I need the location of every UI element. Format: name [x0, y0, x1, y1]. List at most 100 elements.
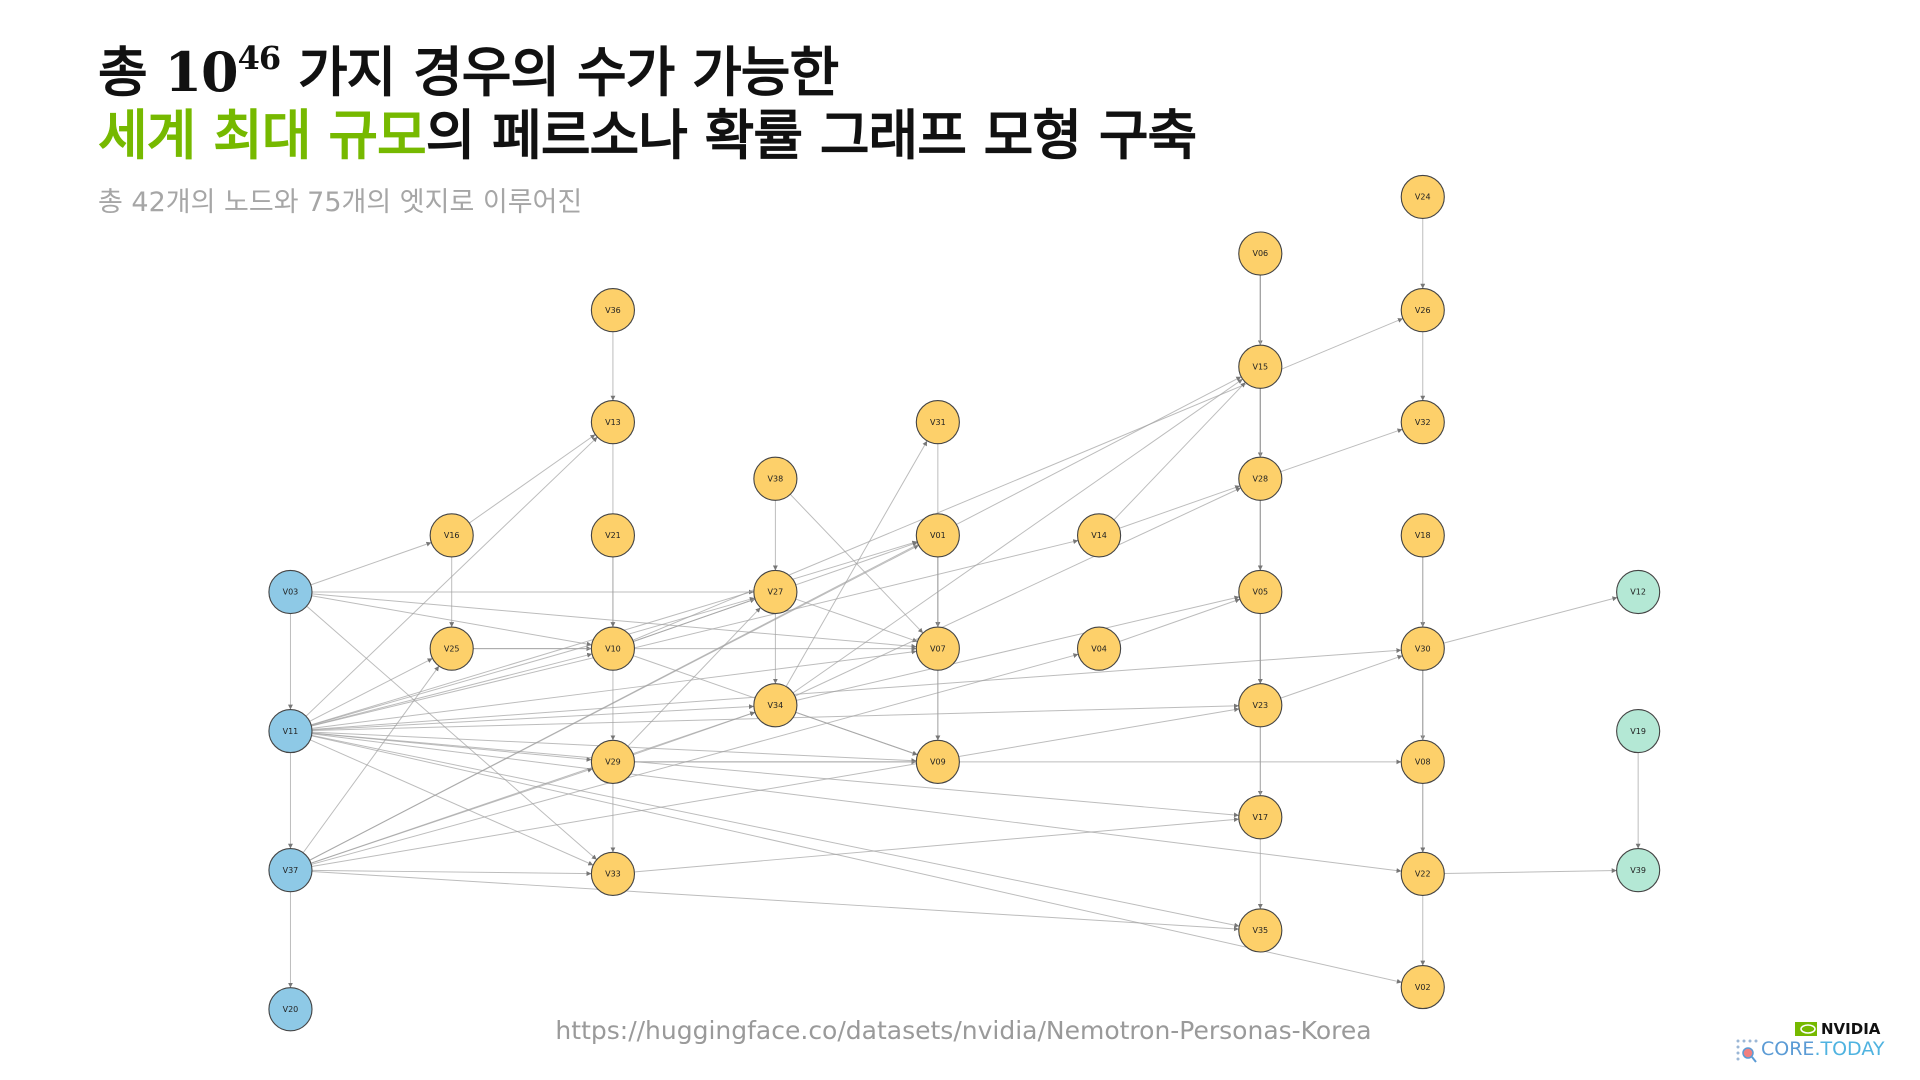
node-V10: V10 [590, 626, 636, 671]
node-circle [915, 400, 960, 445]
node-label: V19 [1630, 727, 1646, 736]
node-circle [1616, 848, 1661, 893]
edge-V16-V13 [469, 434, 596, 524]
edge-V11-V17 [311, 732, 1239, 818]
node-label: V11 [283, 727, 299, 736]
edge-V11-V34 [311, 704, 754, 731]
title-line-2: 세계 최대 규모의 페르소나 확률 그래프 모형 구축 [98, 104, 1197, 168]
node-circle [1400, 400, 1445, 445]
node-circle [1616, 708, 1661, 754]
edge-V11-V14 [311, 539, 1079, 727]
node-label: V12 [1630, 588, 1646, 597]
node-V37: V37 [268, 848, 313, 893]
node-label: V32 [1415, 418, 1431, 427]
node-label: V20 [283, 1005, 299, 1014]
node-circle [429, 513, 474, 558]
node-label: V02 [1415, 983, 1431, 992]
edge-V37-V34 [310, 711, 756, 864]
node-V39: V39 [1616, 848, 1661, 893]
node-label: V16 [444, 531, 460, 540]
node-label: V18 [1415, 531, 1431, 540]
node-label: V06 [1252, 249, 1268, 258]
node-V03: V03 [268, 569, 313, 615]
node-V02: V02 [1400, 964, 1445, 1010]
node-circle [1238, 683, 1283, 728]
node-label: V07 [930, 644, 946, 653]
node-V28: V28 [1238, 456, 1283, 501]
edge-V14-V15 [1113, 381, 1246, 521]
node-V09: V09 [915, 739, 960, 784]
edge-V23-V30 [1280, 654, 1403, 699]
node-V11: V11 [268, 708, 313, 754]
node-V07: V07 [915, 626, 960, 671]
node-label: V08 [1415, 758, 1431, 767]
edge-V37-V33 [311, 869, 592, 877]
node-label: V31 [930, 418, 946, 427]
edge-V11-V27 [311, 596, 755, 726]
edge-V11-V07 [311, 649, 917, 729]
node-circle [590, 626, 636, 671]
node-V32: V32 [1400, 400, 1445, 445]
node-label: V21 [605, 531, 621, 540]
node-circle [1400, 739, 1445, 784]
node-label: V13 [605, 418, 621, 427]
node-circle [268, 569, 313, 615]
node-circle [753, 683, 798, 728]
node-label: V03 [283, 588, 299, 597]
node-circle [915, 739, 960, 784]
node-V29: V29 [590, 739, 636, 784]
edge-V11-V10 [311, 652, 593, 727]
node-circle [915, 626, 960, 671]
node-V22: V22 [1400, 851, 1445, 896]
node-circle [1400, 851, 1445, 896]
node-circle [590, 513, 636, 558]
node-circle [268, 987, 313, 1032]
node-V14: V14 [1076, 513, 1122, 558]
node-label: V23 [1252, 701, 1268, 710]
node-label: V22 [1415, 870, 1431, 879]
edge-V11-V25 [309, 657, 433, 722]
node-circle [753, 569, 798, 615]
edge-V11-V22 [311, 733, 1402, 873]
logo: NVIDIA CORE.TODAY [1735, 1020, 1915, 1070]
node-V16: V16 [429, 513, 474, 558]
node-layer: V03 V11 V37 V20 V16 V25 V36 V13 V21 V10 V29 V33 V38 V… [268, 174, 1661, 1032]
node-label: V35 [1252, 926, 1268, 935]
edge-V11-V02 [311, 735, 1402, 984]
node-label: V39 [1630, 866, 1646, 875]
title-base: 10 [164, 40, 238, 104]
node-V31: V31 [915, 400, 960, 445]
node-circle [1400, 964, 1445, 1010]
node-label: V25 [444, 644, 460, 653]
nvidia-wordmark: NVIDIA [1821, 1020, 1881, 1038]
title-highlight: 세계 최대 규모 [98, 104, 427, 167]
node-circle [1238, 344, 1283, 389]
node-V15: V15 [1238, 344, 1283, 389]
nvidia-eye-icon [1795, 1022, 1817, 1036]
edge-V04-V05 [1119, 598, 1241, 642]
node-circle [1616, 569, 1661, 615]
source-url[interactable]: https://huggingface.co/datasets/nvidia/N… [555, 1016, 1372, 1045]
node-label: V38 [768, 474, 784, 483]
node-V27: V27 [753, 569, 798, 615]
edge-V14-V28 [1119, 485, 1241, 529]
node-circle [590, 288, 636, 333]
node-circle [753, 456, 798, 501]
edge-V37-V23 [311, 707, 1240, 868]
node-label: V01 [930, 531, 946, 540]
node-label: V36 [605, 306, 621, 315]
node-label: V37 [283, 866, 299, 875]
node-circle [590, 739, 636, 784]
title-line-1: 총 1046 가지 경우의 수가 가능한 [98, 40, 839, 105]
edge-V37-V15 [309, 376, 1242, 861]
node-circle [1400, 174, 1445, 220]
node-circle [268, 708, 313, 754]
edge-V28-V32 [1280, 428, 1403, 473]
edge-V03-V33 [306, 605, 598, 861]
node-circle [915, 513, 960, 558]
core-today-magnifier-icon [1736, 1039, 1758, 1063]
node-V19: V19 [1616, 708, 1661, 754]
node-label: V17 [1252, 813, 1268, 822]
edge-V37-V25 [302, 665, 440, 854]
node-circle [1400, 288, 1445, 333]
